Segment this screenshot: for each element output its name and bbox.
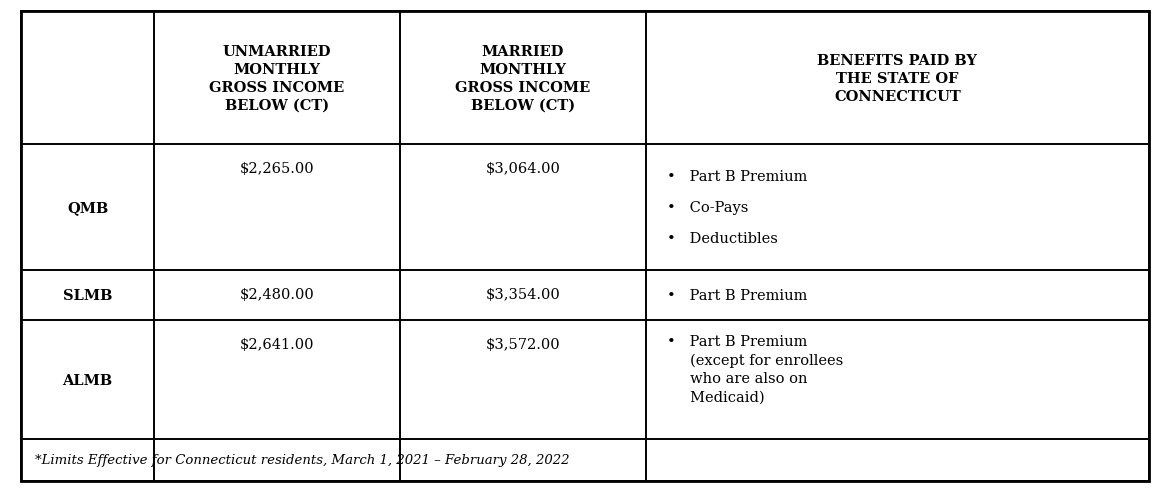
Text: MARRIED
MONTHLY
GROSS INCOME
BELOW (CT): MARRIED MONTHLY GROSS INCOME BELOW (CT) — [455, 45, 591, 112]
Text: •   Part B Premium: • Part B Premium — [667, 288, 807, 303]
Bar — [21, 321, 154, 439]
Bar — [21, 270, 154, 321]
Bar — [400, 270, 646, 321]
Bar — [646, 321, 1149, 439]
Bar — [21, 12, 154, 145]
Bar — [646, 439, 1149, 481]
Text: *Limits Effective for Connecticut residents, March 1, 2021 – February 28, 2022: *Limits Effective for Connecticut reside… — [35, 453, 570, 467]
Bar — [646, 270, 1149, 321]
Bar — [154, 439, 400, 481]
Bar — [646, 12, 1149, 145]
Text: (except for enrollees: (except for enrollees — [667, 353, 844, 367]
Bar — [154, 270, 400, 321]
Bar — [400, 439, 646, 481]
Bar — [400, 321, 646, 439]
Text: •   Part B Premium: • Part B Premium — [667, 169, 807, 183]
Text: •   Part B Premium: • Part B Premium — [667, 334, 807, 348]
Text: $2,480.00: $2,480.00 — [240, 287, 315, 302]
Text: SLMB: SLMB — [63, 288, 112, 303]
Text: BENEFITS PAID BY
THE STATE OF
CONNECTICUT: BENEFITS PAID BY THE STATE OF CONNECTICU… — [818, 54, 977, 103]
Bar — [154, 12, 400, 145]
Bar — [21, 439, 154, 481]
Bar — [400, 12, 646, 145]
Text: UNMARRIED
MONTHLY
GROSS INCOME
BELOW (CT): UNMARRIED MONTHLY GROSS INCOME BELOW (CT… — [209, 45, 345, 112]
Text: $3,354.00: $3,354.00 — [486, 287, 560, 302]
Bar — [646, 145, 1149, 270]
Bar — [154, 145, 400, 270]
Text: $3,064.00: $3,064.00 — [486, 162, 560, 176]
Bar — [154, 321, 400, 439]
Bar — [21, 145, 154, 270]
Text: •   Deductibles: • Deductibles — [667, 232, 778, 246]
Bar — [400, 145, 646, 270]
Text: who are also on: who are also on — [667, 371, 807, 385]
Text: $2,641.00: $2,641.00 — [240, 338, 315, 351]
Text: •   Co-Pays: • Co-Pays — [667, 201, 749, 215]
Text: $3,572.00: $3,572.00 — [486, 338, 560, 351]
Text: QMB: QMB — [67, 201, 109, 215]
Text: Medicaid): Medicaid) — [667, 390, 764, 404]
Text: $2,265.00: $2,265.00 — [240, 162, 315, 176]
Text: ALMB: ALMB — [62, 373, 112, 386]
